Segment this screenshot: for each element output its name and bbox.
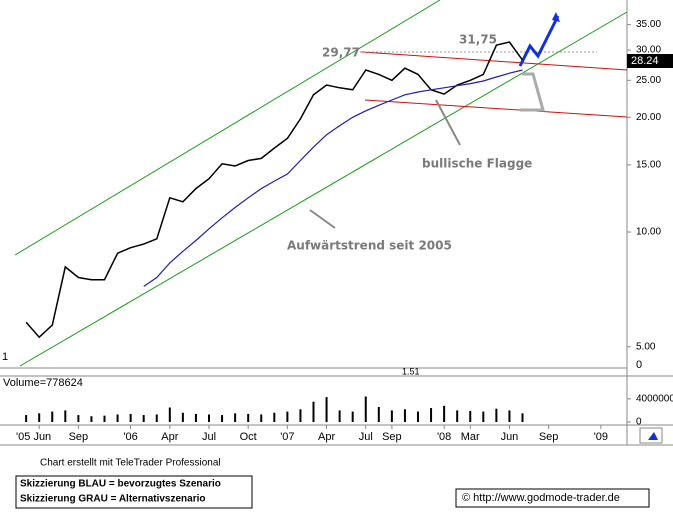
volume-bar [155,414,158,422]
price-annotation: 31,75 [459,33,497,47]
volume-bar [221,415,224,422]
moving-average [143,69,523,287]
volume-title: Volume=778624 [3,377,83,389]
y-tick-label: 0 [636,417,642,428]
flag-line [364,99,628,118]
price-annotation: 29,77 [322,46,360,60]
x-tick-label: '08 [437,431,451,443]
y-tick-label: 4000000 [636,393,673,404]
icon [639,427,663,444]
volume-bar [299,409,302,422]
volume-bar [508,410,511,422]
volume-bar [430,408,433,422]
x-tick-label: Sep [539,431,559,443]
volume-bar [116,414,119,422]
low-marker: 1 [2,351,8,363]
volume-bar [364,396,367,422]
copyright-box [455,488,650,508]
x-tick-label: Jul [202,431,216,443]
last-price-box [627,54,673,68]
pattern-annotation: bullische Flagge [422,157,532,171]
volume-bar [234,413,237,422]
volume-bar [377,406,380,422]
last-price-label: 28.24 [631,55,659,67]
y-tick-label: 10.00 [636,227,661,238]
volume-bar [390,410,393,422]
volume-bar [286,411,289,422]
icon-shape [648,432,658,440]
volume-bar [312,401,315,422]
x-tick-label: Jul [359,431,373,443]
x-tick-label: Jun [501,431,519,443]
volume-bar [443,405,446,422]
volume-bar [38,413,41,422]
flag-line [361,51,628,71]
legend-line: Skizzierung GRAU = Alternativszenario [20,494,206,505]
volume-bar [260,414,263,422]
y-floor-label: 0 [636,359,642,371]
volume-bar [194,413,197,422]
pointer-arrow [309,209,336,229]
volume-bar [273,412,276,422]
x-tick-label: '09 [594,431,608,443]
volume-bar [247,413,250,422]
volume-bar [51,411,54,422]
volume-bar [77,415,80,422]
volume-bar [64,410,67,422]
x-tick-label: Oct [240,431,257,443]
volume-bar [521,413,524,422]
legend-line: Skizzierung BLAU = bevorzugtes Szenario [20,479,221,490]
x-tick-label: '06 [123,431,137,443]
y-tick-label: 35.00 [636,19,661,30]
trend-channel [19,11,628,367]
y-tick-label: 25.00 [636,75,661,86]
volume-bar [338,410,341,422]
cut-label: 1.51 [402,366,420,376]
y-tick-label: 30.00 [636,45,661,56]
volume-bar [325,397,328,422]
volume-bar [351,411,354,422]
credit: Chart erstellt mit TeleTrader Profession… [40,458,221,469]
volume-bar [142,415,145,422]
volume-bar [482,411,485,422]
trend-channel [14,0,441,256]
volume-bar [181,412,184,422]
copyright: © http://www.godmode-trader.de [462,492,620,504]
pointer-arrow [435,99,461,146]
volume-bar [168,407,171,422]
x-tick-label: '07 [280,431,294,443]
x-tick-label: Mar [461,431,480,443]
x-tick-label: Apr [161,431,178,443]
y-tick-label: 5.00 [636,341,656,352]
legend-box [15,475,253,509]
volume-bar [495,408,498,422]
volume-bar [25,415,28,422]
volume-bar [456,410,459,422]
price-line [25,41,524,339]
volume-bar [129,413,132,422]
volume-bar [403,409,406,422]
volume-bar [103,415,106,422]
blue-scenario [518,15,560,67]
x-tick-label: '05 Jun [16,431,51,443]
volume-bar [417,411,419,422]
x-tick-label: Apr [318,431,335,443]
volume-bar [208,414,210,422]
x-tick-label: Sep [382,431,402,443]
trend-annotation: Aufwärtstrend seit 2005 [287,239,452,253]
volume-bar [90,416,93,422]
arrow-head [552,12,560,22]
y-tick-label: 15.00 [636,160,661,171]
gray-scenario [520,72,545,112]
volume-bar [469,411,472,422]
y-tick-label: 20.00 [636,112,661,123]
x-tick-label: Sep [69,431,89,443]
